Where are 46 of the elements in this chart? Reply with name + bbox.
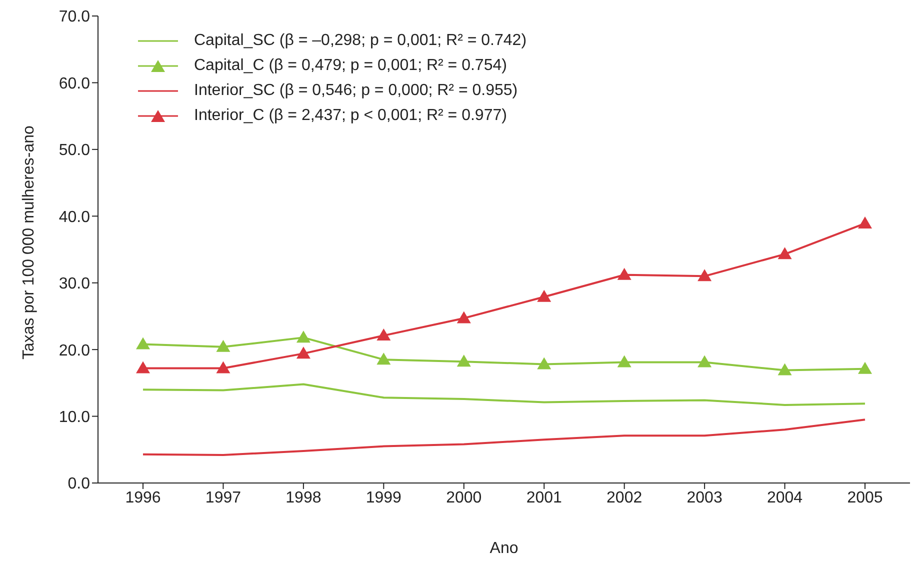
x-tick-label: 2005 (847, 489, 883, 506)
x-tick-label: 2004 (766, 489, 803, 506)
point (296, 346, 310, 359)
x-tick-label: 1999 (366, 489, 402, 506)
point (858, 362, 872, 374)
point (296, 330, 310, 343)
point (858, 216, 872, 228)
y-tick-label: 10.0 (58, 408, 90, 426)
x-tick-label: 2003 (686, 489, 722, 506)
y-tick-label: 30.0 (58, 276, 90, 293)
point (216, 340, 230, 352)
x-tick-label: 1996 (125, 489, 161, 506)
legend-label: Capital_SC (β = –0,298; p = 0,001; R² = 0.742) (194, 32, 527, 50)
legend-label: Interior_SC (β = 0,546; p = 0,000; R² = 0.955) (194, 82, 518, 100)
x-axis-title: Ano (490, 540, 518, 557)
x-tick-label: 2000 (446, 489, 482, 506)
point (537, 290, 552, 302)
y-tick-label: 70.0 (58, 8, 90, 26)
y-tick-label: 20.0 (58, 342, 90, 360)
point (698, 355, 712, 368)
point (376, 352, 391, 365)
line-series (142, 418, 866, 456)
point (778, 247, 792, 260)
x-tick-label: 2002 (606, 489, 642, 506)
x-tick-label: 1997 (205, 489, 242, 506)
point (136, 337, 150, 350)
y-axis-title: Taxas por 100 000 mulheres-ano (20, 125, 38, 360)
y-tick-label: 50.0 (58, 142, 90, 160)
legend-label: Interior_C (β = 2,437; p < 0,001; R² = 0.977) (194, 106, 507, 124)
y-tick-label: 0.0 (68, 476, 90, 493)
y-tick-label: 60.0 (58, 75, 90, 92)
point (698, 269, 712, 282)
point (136, 361, 150, 374)
point (778, 363, 792, 376)
point (456, 354, 471, 367)
legend-label: Capital_C (β = 0,479; p = 0,001; R² = 0.754) (194, 56, 507, 74)
point (376, 328, 391, 341)
point (456, 311, 471, 324)
line-series (142, 383, 866, 406)
x-tick-label: 1998 (286, 489, 322, 506)
y-tick-label: 40.0 (58, 208, 90, 226)
point (537, 357, 552, 370)
x-tick-label: 2001 (526, 489, 562, 506)
point (216, 361, 230, 374)
point (617, 268, 632, 280)
point (617, 355, 632, 368)
